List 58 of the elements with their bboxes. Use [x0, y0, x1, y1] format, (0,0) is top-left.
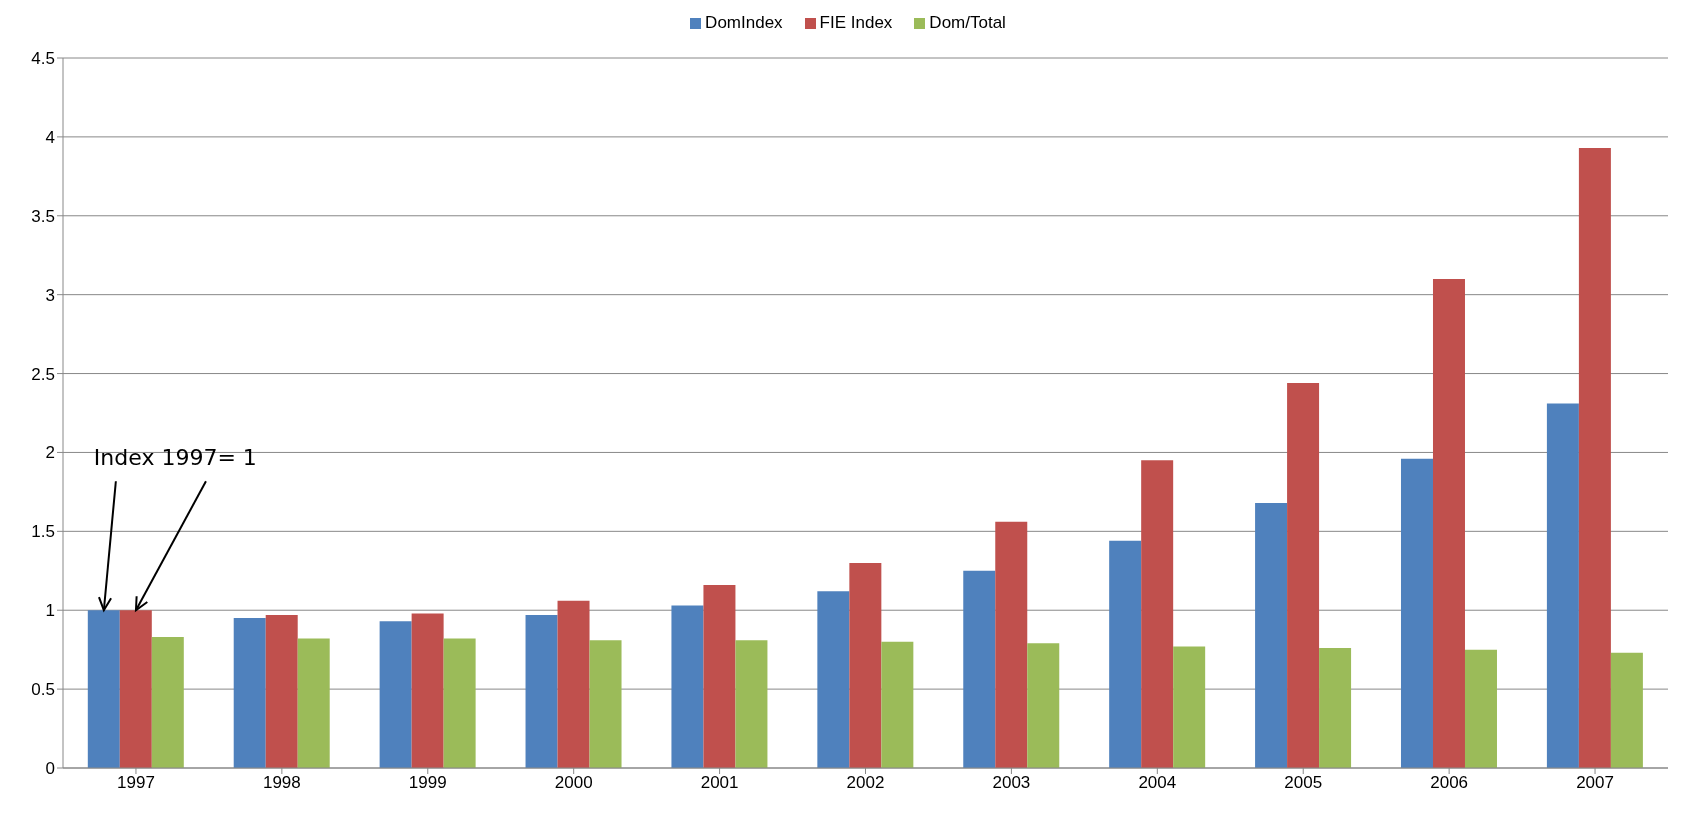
bar [1287, 383, 1320, 768]
bar [1578, 147, 1611, 768]
bar [1546, 403, 1579, 768]
y-tick-label: 4 [45, 127, 55, 147]
bar [817, 591, 850, 768]
bar [849, 562, 882, 768]
y-tick-label: 3.5 [31, 206, 55, 226]
bar [233, 618, 266, 768]
y-tick-label: 1 [45, 601, 55, 621]
bar [525, 614, 558, 768]
x-tick-label: 2005 [1284, 773, 1323, 793]
x-tick-label: 2004 [1138, 773, 1177, 793]
x-tick-label: 1997 [117, 773, 155, 793]
x-tick-label: 2007 [1576, 773, 1614, 793]
y-tick-label: 1.5 [31, 522, 55, 542]
bar [411, 613, 444, 768]
y-tick-label: 2.5 [31, 364, 55, 384]
x-tick-label: 2001 [700, 773, 739, 793]
bar [379, 621, 412, 768]
bar [589, 640, 622, 768]
bar [1464, 649, 1497, 768]
y-tick-label: 3 [45, 285, 55, 305]
bar [735, 640, 768, 768]
bar [443, 638, 476, 768]
x-tick-label: 2002 [846, 773, 885, 793]
y-tick-label: 4.5 [31, 49, 55, 69]
bar [265, 614, 298, 768]
legend-label: Dom/Total [928, 13, 1006, 33]
bar [1319, 648, 1352, 768]
bar [1027, 643, 1060, 768]
bar [963, 570, 996, 768]
bar [703, 584, 736, 768]
annotation: Index 1997= 1 [93, 445, 257, 471]
bar [1141, 460, 1174, 768]
bar [1400, 458, 1433, 768]
x-tick-label: 2006 [1430, 773, 1469, 793]
x-tick-label: 2000 [554, 773, 593, 793]
y-tick-label: 2 [45, 443, 55, 463]
bar [1255, 502, 1288, 768]
bar [119, 610, 152, 768]
x-tick-label: 2003 [992, 773, 1031, 793]
x-tick-label: 1998 [262, 773, 301, 793]
bar [557, 600, 590, 768]
bar [151, 637, 184, 768]
bar [1109, 540, 1142, 768]
x-tick-label: 1999 [408, 773, 447, 793]
legend-label: DomIndex [704, 13, 783, 33]
y-tick-label: 0 [45, 759, 55, 779]
y-tick-label: 0.5 [31, 680, 55, 700]
bar [1173, 646, 1206, 768]
bar [1432, 278, 1465, 768]
bar [297, 638, 330, 768]
legend-label: FIE Index [818, 13, 893, 33]
bar [1610, 652, 1643, 768]
bar [87, 610, 120, 768]
bar [671, 605, 704, 768]
bar [995, 521, 1028, 768]
bar [881, 641, 914, 768]
